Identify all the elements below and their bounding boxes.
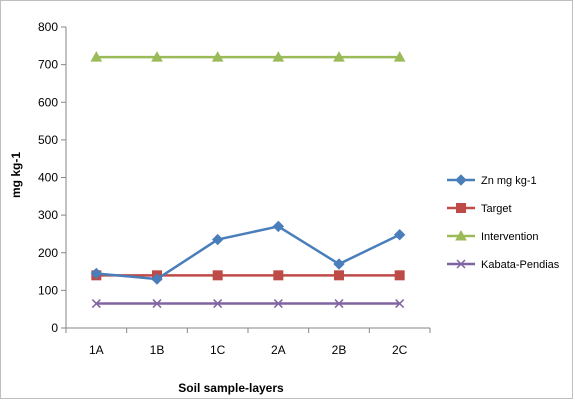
data-point-target (394, 270, 405, 281)
data-point-target (334, 270, 344, 281)
legend: Zn mg kg-1 Target Intervention Kabata-Pendi… (447, 174, 560, 271)
data-point-target (273, 270, 284, 281)
series-line-zn-mg-kg-1 (96, 225, 401, 281)
legend-item-target: Target (447, 203, 512, 215)
y-tick-label: 600 (38, 95, 58, 109)
legend-label: Intervention (481, 231, 538, 243)
y-tick-label: 700 (38, 58, 58, 72)
data-point-target (212, 270, 223, 281)
data-point-kabata-pendias (334, 299, 344, 309)
legend-label: Target (481, 203, 512, 215)
legend-marker (455, 229, 467, 241)
y-tick-label: 400 (38, 171, 58, 185)
y-axis-title: mg kg-1 (9, 152, 23, 198)
y-tick-label: 100 (38, 283, 58, 297)
y-tick-label: 800 (38, 20, 58, 34)
plot-area: 0 100 200 300 400 500 600 700 800 1A 1B 1C 2A 2B 2C (38, 20, 431, 357)
data-point-intervention (333, 51, 345, 62)
data-point-intervention (211, 51, 224, 62)
legend-marker (455, 174, 467, 186)
legend-item-kabata-pendias: Kabata-Pendias (447, 259, 560, 271)
data-point-intervention (151, 51, 163, 62)
legend-label: Kabata-Pendias (481, 259, 560, 271)
data-point-zn-mg-kg-1 (151, 273, 163, 285)
data-point-kabata-pendias (395, 299, 405, 309)
y-tick-label: 0 (51, 321, 58, 335)
legend-item-zn-mg-kg-1: Zn mg kg-1 (447, 174, 537, 187)
x-tick-label: 2B (332, 343, 347, 357)
data-point-kabata-pendias (213, 299, 223, 309)
y-tick-label: 500 (38, 133, 58, 147)
legend-marker (456, 259, 466, 269)
legend-marker (456, 203, 466, 213)
data-point-zn-mg-kg-1 (211, 233, 224, 246)
data-point-zn-mg-kg-1 (90, 267, 103, 280)
data-point-intervention (90, 51, 103, 62)
x-tick-label: 1B (150, 343, 165, 357)
x-axis-title: Soil sample-layers (178, 381, 284, 395)
data-point-kabata-pendias (273, 299, 283, 309)
x-tick-label: 1A (89, 343, 104, 357)
y-tick-label: 200 (38, 246, 58, 260)
data-point-intervention (272, 51, 285, 62)
y-tick-label: 300 (38, 208, 58, 222)
data-point-zn-mg-kg-1 (272, 220, 285, 233)
data-point-intervention (393, 51, 406, 62)
x-tick-label: 2A (271, 343, 286, 357)
data-point-kabata-pendias (91, 299, 101, 309)
data-point-kabata-pendias (152, 299, 162, 309)
data-point-zn-mg-kg-1 (393, 228, 406, 241)
legend-item-intervention: Intervention (447, 229, 538, 243)
x-tick-label: 1C (210, 343, 226, 357)
data-point-zn-mg-kg-1 (333, 258, 345, 270)
legend-label: Zn mg kg-1 (481, 175, 537, 187)
x-tick-label: 2C (392, 343, 408, 357)
